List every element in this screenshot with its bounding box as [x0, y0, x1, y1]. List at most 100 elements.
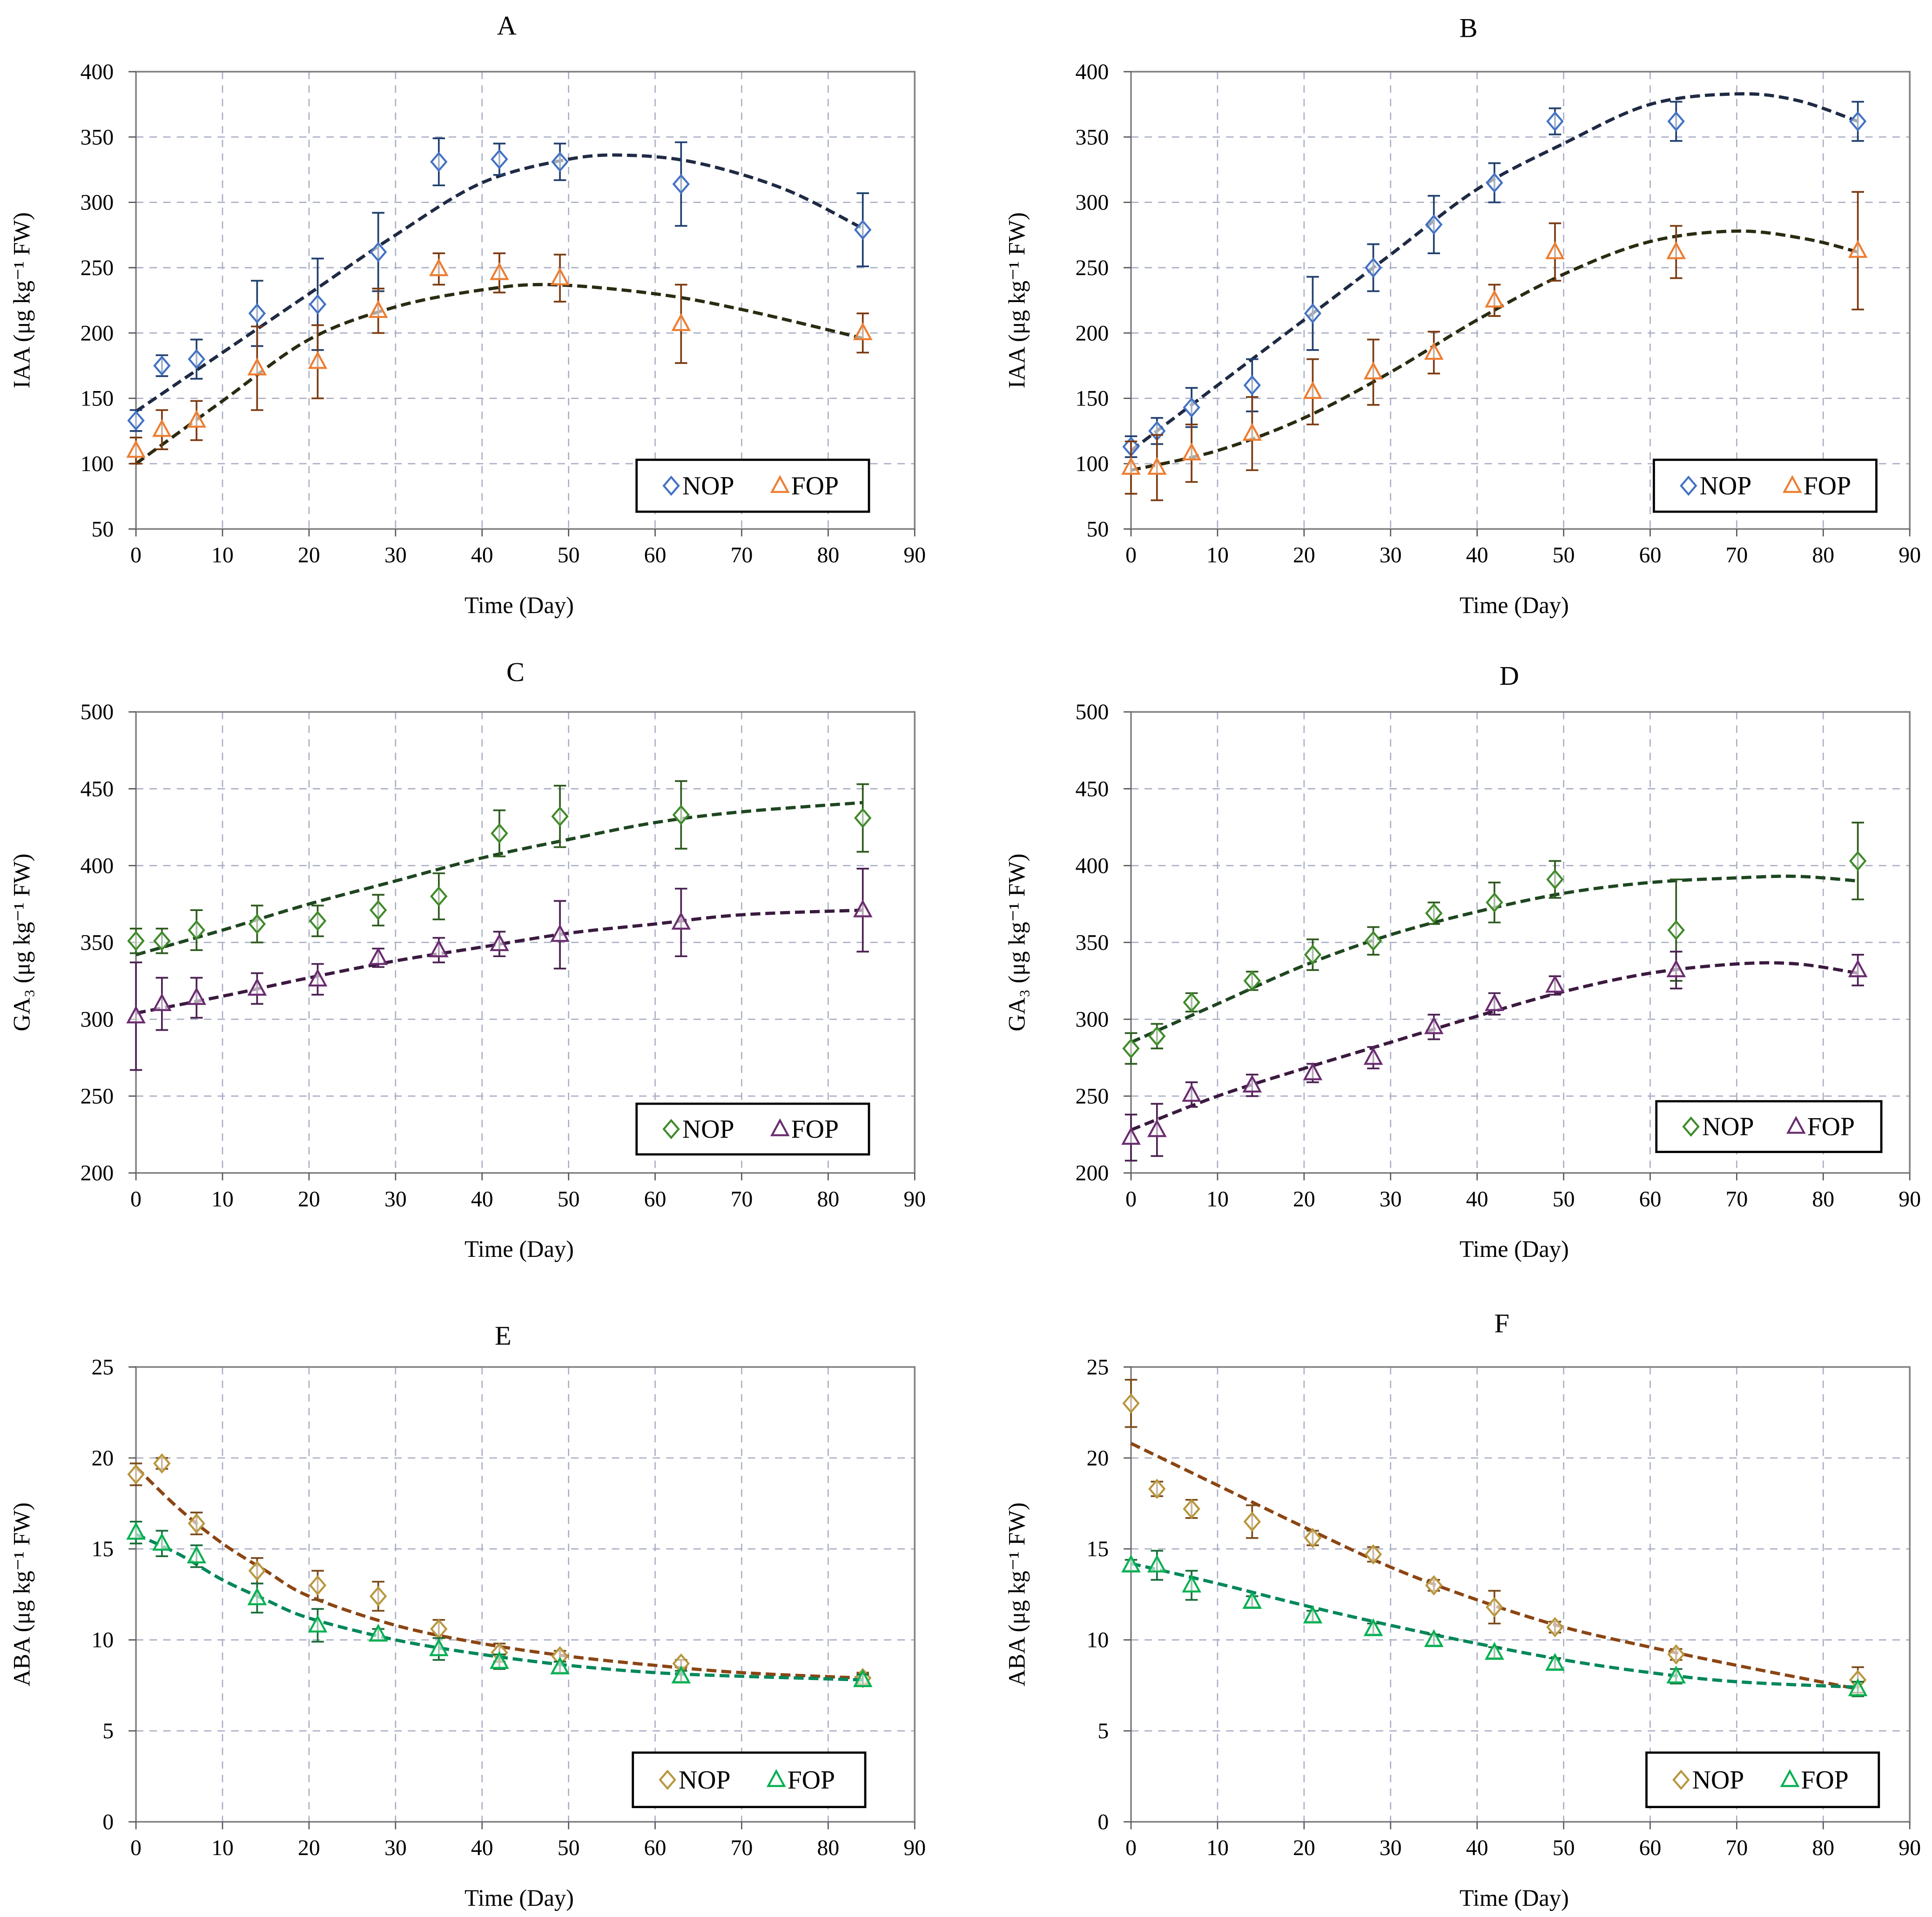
data-point-fop [1424, 1629, 1444, 1647]
data-point-fop [1485, 290, 1504, 308]
data-point-fop [1485, 1642, 1504, 1660]
x-tick-label: 30 [384, 1836, 407, 1860]
trendline-fop [1131, 229, 1858, 472]
data-point-fop [1363, 1618, 1383, 1636]
data-point-fop [671, 313, 691, 331]
data-point-nop [1304, 1528, 1322, 1548]
x-tick-label: 70 [731, 1187, 753, 1211]
data-point-fop [853, 1669, 873, 1688]
data-point-fop [550, 267, 570, 285]
data-point-fop [490, 262, 509, 280]
y-tick-label: 400 [81, 60, 114, 84]
x-tick-label: 20 [1293, 543, 1315, 567]
y-tick-label: 0 [1097, 1809, 1109, 1834]
x-tick-label: 90 [1898, 1187, 1921, 1211]
x-tick-label: 80 [817, 1836, 839, 1860]
y-tick-label: 500 [81, 700, 114, 724]
chart-panel-c: 0 10 20 30 40 50 60 70 80 90 200 250 300 350 400 450 500… [9, 657, 926, 1262]
data-point-fop [187, 1545, 207, 1564]
trendline-fop [135, 283, 863, 465]
y-tick-label: 300 [81, 190, 114, 215]
x-tick-label: 90 [1898, 1836, 1921, 1860]
data-point-fop [1303, 381, 1323, 399]
data-point-nop [1546, 1617, 1564, 1638]
series-fop [126, 1520, 873, 1688]
legend-label-nop: NOP [1700, 472, 1752, 500]
data-point-nop [551, 151, 569, 172]
data-point-fop [368, 947, 388, 965]
data-point-fop [368, 1623, 388, 1642]
legend-marker-fop [1780, 1769, 1800, 1787]
data-point-nop [1425, 214, 1443, 235]
y-tick-label: 15 [1086, 1537, 1109, 1561]
data-point-fop [152, 1532, 172, 1551]
data-point-nop [153, 1453, 171, 1474]
legend-marker-nop [1680, 475, 1697, 496]
y-tick-label: 25 [92, 1355, 114, 1379]
y-tick-label: 400 [1076, 60, 1109, 84]
chart-panel-a: 0 10 20 30 40 50 60 70 80 90 50 100 150 200 250 300 350 4… [9, 10, 926, 618]
chart-title: B [1460, 13, 1478, 43]
legend-marker-fop [1786, 1116, 1806, 1134]
legend-label-fop: FOP [791, 1115, 839, 1144]
x-tick-label: 50 [558, 1836, 580, 1860]
x-tick-label: 30 [1380, 1187, 1402, 1211]
y-axis-label: ABA (μg kg⁻¹ FW) [9, 1502, 35, 1686]
chart-title: C [506, 657, 525, 687]
x-tick-label: 10 [1206, 543, 1229, 567]
data-point-nop [1183, 397, 1200, 418]
data-point-nop [1243, 375, 1261, 396]
data-point-fop [550, 924, 570, 942]
y-tick-label: 300 [1076, 190, 1109, 215]
data-point-nop [1183, 1498, 1200, 1519]
trendline-nop [1130, 92, 1858, 452]
y-tick-label: 250 [81, 256, 114, 280]
chart-panel-f: 0 10 20 30 40 50 60 70 80 90 0 5 10 15 20 25 F Time (Day)… [1004, 1308, 1921, 1911]
legend-label-nop: NOP [1702, 1113, 1754, 1141]
x-tick-label: 70 [731, 1836, 753, 1860]
data-point-nop [188, 349, 206, 370]
legend-marker-nop [1682, 1116, 1700, 1137]
y-tick-label: 100 [1076, 452, 1109, 476]
x-tick-label: 20 [1293, 1836, 1315, 1860]
data-point-fop [429, 939, 449, 958]
y-tick-label: 200 [81, 1161, 114, 1186]
y-tick-label: 150 [1076, 386, 1109, 411]
trendline-fop [135, 908, 863, 1015]
data-point-fop [1147, 457, 1167, 475]
trendline-fop [1131, 1562, 1858, 1689]
data-point-fop [152, 419, 172, 437]
data-point-nop [369, 900, 387, 921]
x-tick-label: 90 [903, 1187, 926, 1211]
data-point-fop [490, 933, 509, 952]
y-tick-label: 450 [1076, 776, 1109, 801]
data-point-fop [1242, 1591, 1262, 1609]
data-point-nop [1667, 920, 1685, 940]
x-tick-label: 90 [903, 1836, 926, 1860]
data-point-fop [1182, 442, 1202, 460]
x-tick-label: 30 [384, 1187, 407, 1211]
data-point-nop [430, 886, 448, 907]
x-tick-label: 80 [817, 543, 839, 567]
x-tick-label: 40 [1466, 1836, 1488, 1860]
data-point-nop [1304, 945, 1322, 965]
plot-area-border [1130, 71, 1911, 530]
plot-area-border [1130, 711, 1911, 1174]
y-tick-label: 200 [1076, 1161, 1109, 1186]
data-point-fop [853, 899, 873, 918]
series-nop [127, 780, 872, 957]
x-tick-label: 20 [298, 543, 320, 567]
legend-marker-nop [662, 1119, 680, 1140]
data-point-fop [126, 439, 146, 458]
data-point-nop [1486, 172, 1503, 193]
data-point-fop [1182, 1084, 1202, 1102]
data-point-nop [1364, 931, 1382, 952]
y-tick-label: 50 [92, 517, 114, 541]
y-tick-label: 200 [1076, 321, 1109, 345]
y-tick-label: 200 [81, 321, 114, 345]
chart-title: D [1500, 661, 1519, 691]
data-point-fop [1363, 361, 1383, 379]
data-point-nop [1148, 1026, 1166, 1046]
x-tick-label: 80 [1812, 1836, 1834, 1860]
